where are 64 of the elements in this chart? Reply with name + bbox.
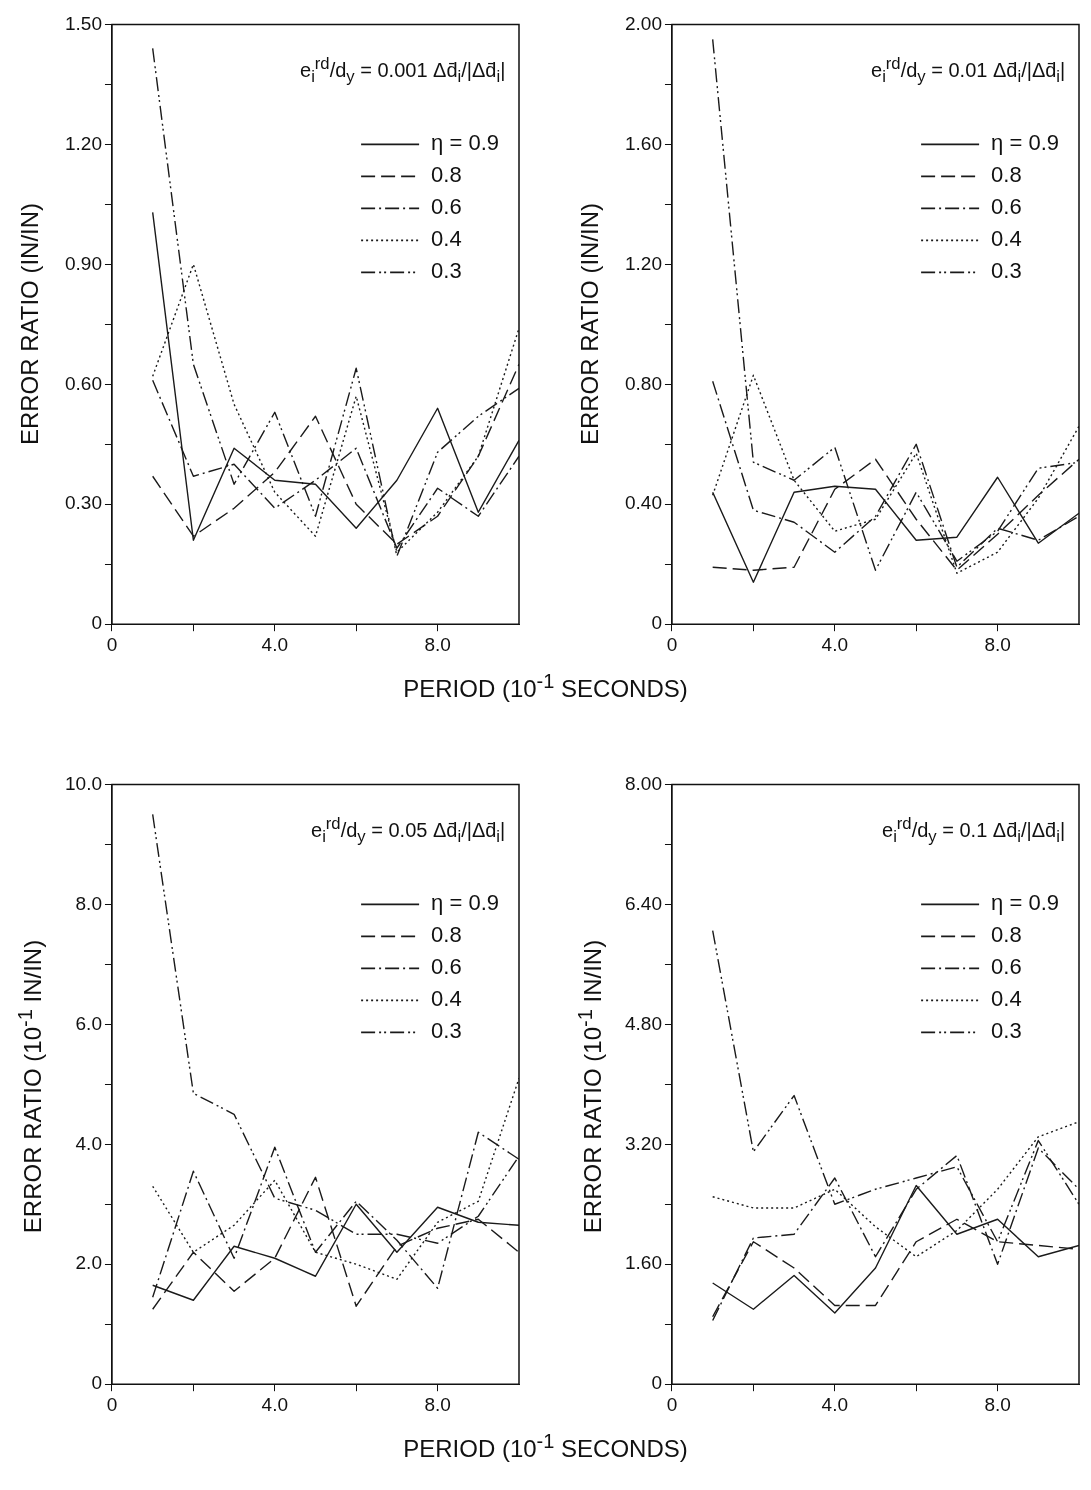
legend-label: 0.3 <box>431 1018 462 1044</box>
text: e$_{i}$$^{rd}$/d$_{y}$ = 0.001 Δd̄$_{i}$/|Δd̄$_{i}$| <box>300 54 506 87</box>
legend-label: η = 0.9 <box>991 890 1059 916</box>
x-axis-title: PERIOD (10$^{-1}$ SECONDS) <box>402 670 689 703</box>
legend-label: 0.8 <box>431 922 462 948</box>
x-tick-label: 0 <box>106 633 118 655</box>
x-tick-label: 4.0 <box>261 633 288 655</box>
x-tick-label: 8.0 <box>984 1393 1011 1415</box>
y-tick-label: 1.60 <box>625 1252 662 1274</box>
legend-label: 0.6 <box>991 954 1022 980</box>
x-tick-label: 0 <box>666 633 678 655</box>
legend-label: 0.3 <box>991 258 1022 284</box>
y-tick-label: 2.0 <box>75 1252 102 1274</box>
y-tick-label: 0 <box>651 612 662 634</box>
x-tick-label: 4.0 <box>261 1393 288 1415</box>
x-tick-label: 8.0 <box>424 633 451 655</box>
y-tick-label: 0 <box>651 1372 662 1394</box>
legend-label: 0.6 <box>431 194 462 220</box>
legend-label: η = 0.9 <box>431 130 499 156</box>
legend-label: 0.8 <box>991 162 1022 188</box>
legend-label: 0.8 <box>991 922 1022 948</box>
legend-label: 0.3 <box>991 1018 1022 1044</box>
y-axis-title: ERROR RATIO (IN/IN) <box>16 201 44 448</box>
y-tick-label: 6.0 <box>75 1012 102 1034</box>
y-tick-label: 2.00 <box>625 12 662 34</box>
text: e$_{i}$$^{rd}$/d$_{y}$ = 0.1 Δd̄$_{i}$/|Δd̄$_{i}$| <box>882 814 1066 847</box>
legend-label: η = 0.9 <box>431 890 499 916</box>
y-tick-label: 1.20 <box>65 132 102 154</box>
y-tick-label: 0.40 <box>625 492 662 514</box>
y-tick-label: 0.90 <box>65 252 102 274</box>
y-tick-label: 0.60 <box>65 372 102 394</box>
legend-label: 0.4 <box>991 986 1022 1012</box>
legend-label: 0.4 <box>991 226 1022 252</box>
y-tick-label: 0.30 <box>65 492 102 514</box>
x-tick-label: 8.0 <box>984 633 1011 655</box>
y-tick-label: 1.20 <box>625 252 662 274</box>
text: e$_{i}$$^{rd}$/d$_{y}$ = 0.05 Δd̄$_{i}$/|Δd̄$_{i}$| <box>311 814 506 847</box>
legend-label: η = 0.9 <box>991 130 1059 156</box>
y-tick-label: 4.80 <box>625 1012 662 1034</box>
y-tick-label: 0.80 <box>625 372 662 394</box>
legend-label: 0.6 <box>431 954 462 980</box>
y-tick-label: 1.60 <box>625 132 662 154</box>
x-tick-label: 0 <box>666 1393 678 1415</box>
y-tick-label: 10.0 <box>65 772 102 794</box>
y-tick-label: 4.0 <box>75 1132 102 1154</box>
y-axis-title: ERROR RATIO (IN/IN) <box>576 201 604 448</box>
x-tick-label: 0 <box>106 1393 118 1415</box>
x-tick-label: 8.0 <box>424 1393 451 1415</box>
legend-label: 0.3 <box>431 258 462 284</box>
legend-label: 0.4 <box>431 226 462 252</box>
legend-label: 0.6 <box>991 194 1022 220</box>
y-tick-label: 3.20 <box>625 1132 662 1154</box>
legend-label: 0.8 <box>431 162 462 188</box>
y-tick-label: 8.00 <box>625 772 662 794</box>
y-tick-label: 8.0 <box>75 892 102 914</box>
text: e$_{i}$$^{rd}$/d$_{y}$ = 0.01 Δd̄$_{i}$/|Δd̄$_{i}$| <box>871 54 1066 87</box>
legend-label: 0.4 <box>431 986 462 1012</box>
y-tick-label: 0 <box>91 1372 102 1394</box>
y-tick-label: 0 <box>91 612 102 634</box>
y-tick-label: 6.40 <box>625 892 662 914</box>
x-tick-label: 4.0 <box>821 633 848 655</box>
y-tick-label: 1.50 <box>65 12 102 34</box>
x-axis-title: PERIOD (10$^{-1}$ SECONDS) <box>402 1430 689 1463</box>
x-tick-label: 4.0 <box>821 1393 848 1415</box>
